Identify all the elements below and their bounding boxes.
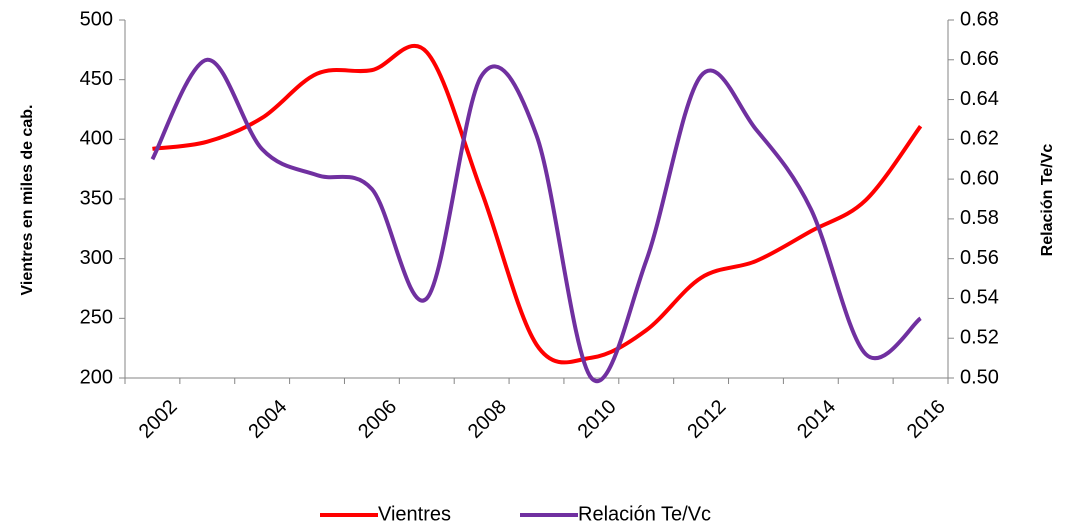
y-tick-label: 400 (80, 128, 113, 150)
legend-label: Vientres (378, 503, 451, 525)
y2-tick-label: 0.64 (960, 88, 999, 110)
y2-tick-label: 0.52 (960, 327, 999, 349)
y2-tick-label: 0.58 (960, 207, 999, 229)
y2-tick-label: 0.60 (960, 167, 999, 189)
y2-tick-label: 0.54 (960, 287, 999, 309)
y-tick-label: 350 (80, 187, 113, 209)
x-tick-label: 2008 (464, 396, 511, 443)
x-tick-label: 2010 (574, 396, 621, 443)
series-line (150, 57, 922, 383)
y-tick-label: 300 (80, 247, 113, 269)
x-tick-label: 2012 (683, 396, 730, 443)
x-tick-label: 2004 (244, 396, 291, 443)
y2-tick-label: 0.68 (960, 8, 999, 30)
y2-tick-label: 0.66 (960, 48, 999, 70)
y2-axis-title: Relación Te/Vc (1039, 144, 1056, 257)
x-tick-label: 2016 (903, 396, 950, 443)
y-tick-label: 500 (80, 8, 113, 30)
x-tick-label: 2014 (793, 396, 840, 443)
y2-tick-label: 0.56 (960, 247, 999, 269)
y-axis-title: Vientres en miles de cab. (19, 105, 36, 296)
y2-tick-label: 0.62 (960, 128, 999, 150)
x-tick-label: 2002 (135, 396, 182, 443)
y-tick-label: 250 (80, 307, 113, 329)
series-line (152, 43, 923, 365)
y2-tick-label: 0.50 (960, 366, 999, 388)
x-tick-label: 2006 (354, 396, 401, 443)
y-tick-label: 450 (80, 68, 113, 90)
legend-label: Relación Te/Vc (578, 503, 711, 525)
y-tick-label: 200 (80, 366, 113, 388)
